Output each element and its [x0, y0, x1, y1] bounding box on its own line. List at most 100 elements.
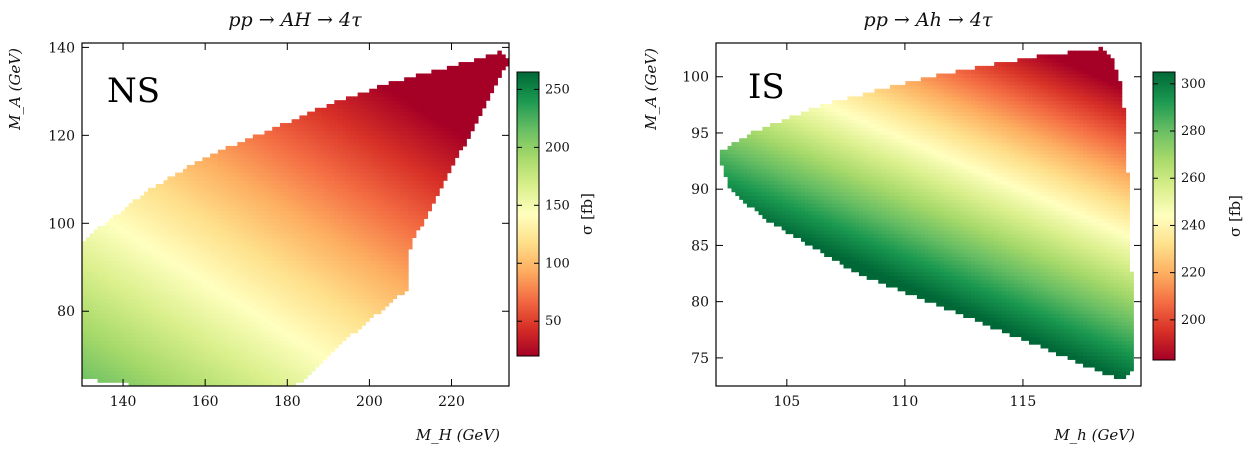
heatmap-cell [404, 119, 409, 124]
heatmap-cell [295, 336, 300, 341]
heatmap-cell [248, 332, 254, 338]
heatmap-cell [283, 366, 289, 372]
heatmap-cell [167, 340, 172, 345]
heatmap-cell [299, 176, 304, 181]
heatmap-cell [345, 317, 351, 322]
heatmap-cell [303, 267, 308, 273]
heatmap-cell [279, 149, 285, 155]
heatmap-cell [365, 138, 370, 143]
heatmap-cell [163, 370, 168, 376]
heatmap-cell [279, 275, 285, 280]
heatmap-cell [241, 328, 246, 334]
heatmap-cell [147, 267, 153, 273]
heatmap-cell [210, 187, 215, 193]
heatmap-cell [221, 279, 227, 284]
heatmap-cell [194, 252, 200, 258]
heatmap-cell [291, 313, 297, 318]
heatmap-cell [175, 233, 180, 238]
heatmap-cell [256, 374, 262, 379]
heatmap-cell [233, 264, 238, 269]
heatmap-cell [326, 332, 332, 338]
heatmap-cell [345, 271, 351, 277]
heatmap-cell [330, 225, 335, 231]
heatmap-cell [159, 225, 165, 231]
heatmap-cell [182, 267, 188, 273]
heatmap-cell [349, 225, 355, 231]
heatmap-cell [283, 374, 289, 379]
heatmap-cell [128, 260, 134, 265]
heatmap-cell [377, 302, 382, 307]
heatmap-cell [144, 225, 149, 231]
heatmap-cell [256, 168, 262, 174]
heatmap-cell [342, 279, 347, 284]
heatmap-cell [167, 199, 172, 204]
heatmap-cell [276, 332, 281, 338]
heatmap-cell [388, 233, 394, 238]
heatmap-cell [338, 222, 343, 227]
heatmap-cell [132, 363, 137, 368]
heatmap-cell [349, 176, 355, 181]
heatmap-cell [299, 126, 304, 132]
heatmap-cell [116, 305, 122, 311]
heatmap-cell [171, 313, 176, 318]
heatmap-cell [147, 298, 153, 303]
heatmap-cell [373, 264, 378, 269]
heatmap-cell [369, 233, 374, 238]
heatmap-cell [260, 256, 266, 261]
heatmap-cell [326, 214, 332, 219]
heatmap-cell [264, 157, 269, 162]
heatmap-cell [365, 157, 370, 162]
heatmap-cell [318, 313, 324, 318]
heatmap-cell [182, 305, 188, 311]
heatmap-cell [194, 260, 200, 265]
heatmap-cell [314, 347, 320, 353]
heatmap-cell [140, 305, 145, 311]
heatmap-cell [388, 153, 394, 158]
heatmap-cell [190, 302, 196, 307]
heatmap-cell [163, 244, 168, 250]
heatmap-cell [186, 172, 192, 177]
heatmap-cell [113, 225, 118, 231]
heatmap-cell [85, 351, 91, 357]
heatmap-cell [101, 344, 106, 349]
heatmap-cell [159, 347, 165, 353]
heatmap-cell [377, 115, 382, 120]
heatmap-cell [307, 237, 312, 242]
heatmap-cell [233, 210, 238, 216]
heatmap-cell [318, 317, 324, 322]
heatmap-cell [116, 302, 122, 307]
heatmap-cell [171, 279, 176, 284]
heatmap-cell [369, 130, 374, 136]
heatmap-cell [163, 332, 168, 338]
heatmap-cell [287, 210, 293, 216]
heatmap-cell [237, 184, 242, 189]
heatmap-cell [89, 283, 95, 288]
heatmap-cell [373, 88, 378, 94]
heatmap-cell [326, 149, 332, 155]
heatmap-cell [268, 283, 273, 288]
heatmap-cell [202, 271, 207, 277]
heatmap-cell [256, 340, 262, 345]
heatmap-cell [357, 203, 363, 208]
heatmap-cell [245, 149, 250, 155]
heatmap-cell [326, 161, 332, 166]
heatmap-cell [116, 218, 122, 223]
heatmap-cell [245, 336, 250, 341]
heatmap-cell [377, 172, 382, 177]
heatmap-cell [159, 275, 165, 280]
heatmap-cell [318, 328, 324, 334]
heatmap-cell [334, 260, 339, 265]
heatmap-cell [202, 378, 207, 383]
heatmap-cell [221, 317, 227, 322]
heatmap-cell [349, 103, 355, 109]
heatmap-cell [276, 351, 281, 357]
heatmap-cell [245, 294, 250, 299]
heatmap-cell [194, 355, 200, 360]
heatmap-cell [116, 313, 122, 318]
heatmap-cell [128, 298, 134, 303]
heatmap-cell [245, 210, 250, 216]
heatmap-cell [260, 321, 266, 326]
heatmap-cell [194, 347, 200, 353]
heatmap-cell [210, 229, 215, 235]
heatmap-cell [342, 126, 347, 132]
